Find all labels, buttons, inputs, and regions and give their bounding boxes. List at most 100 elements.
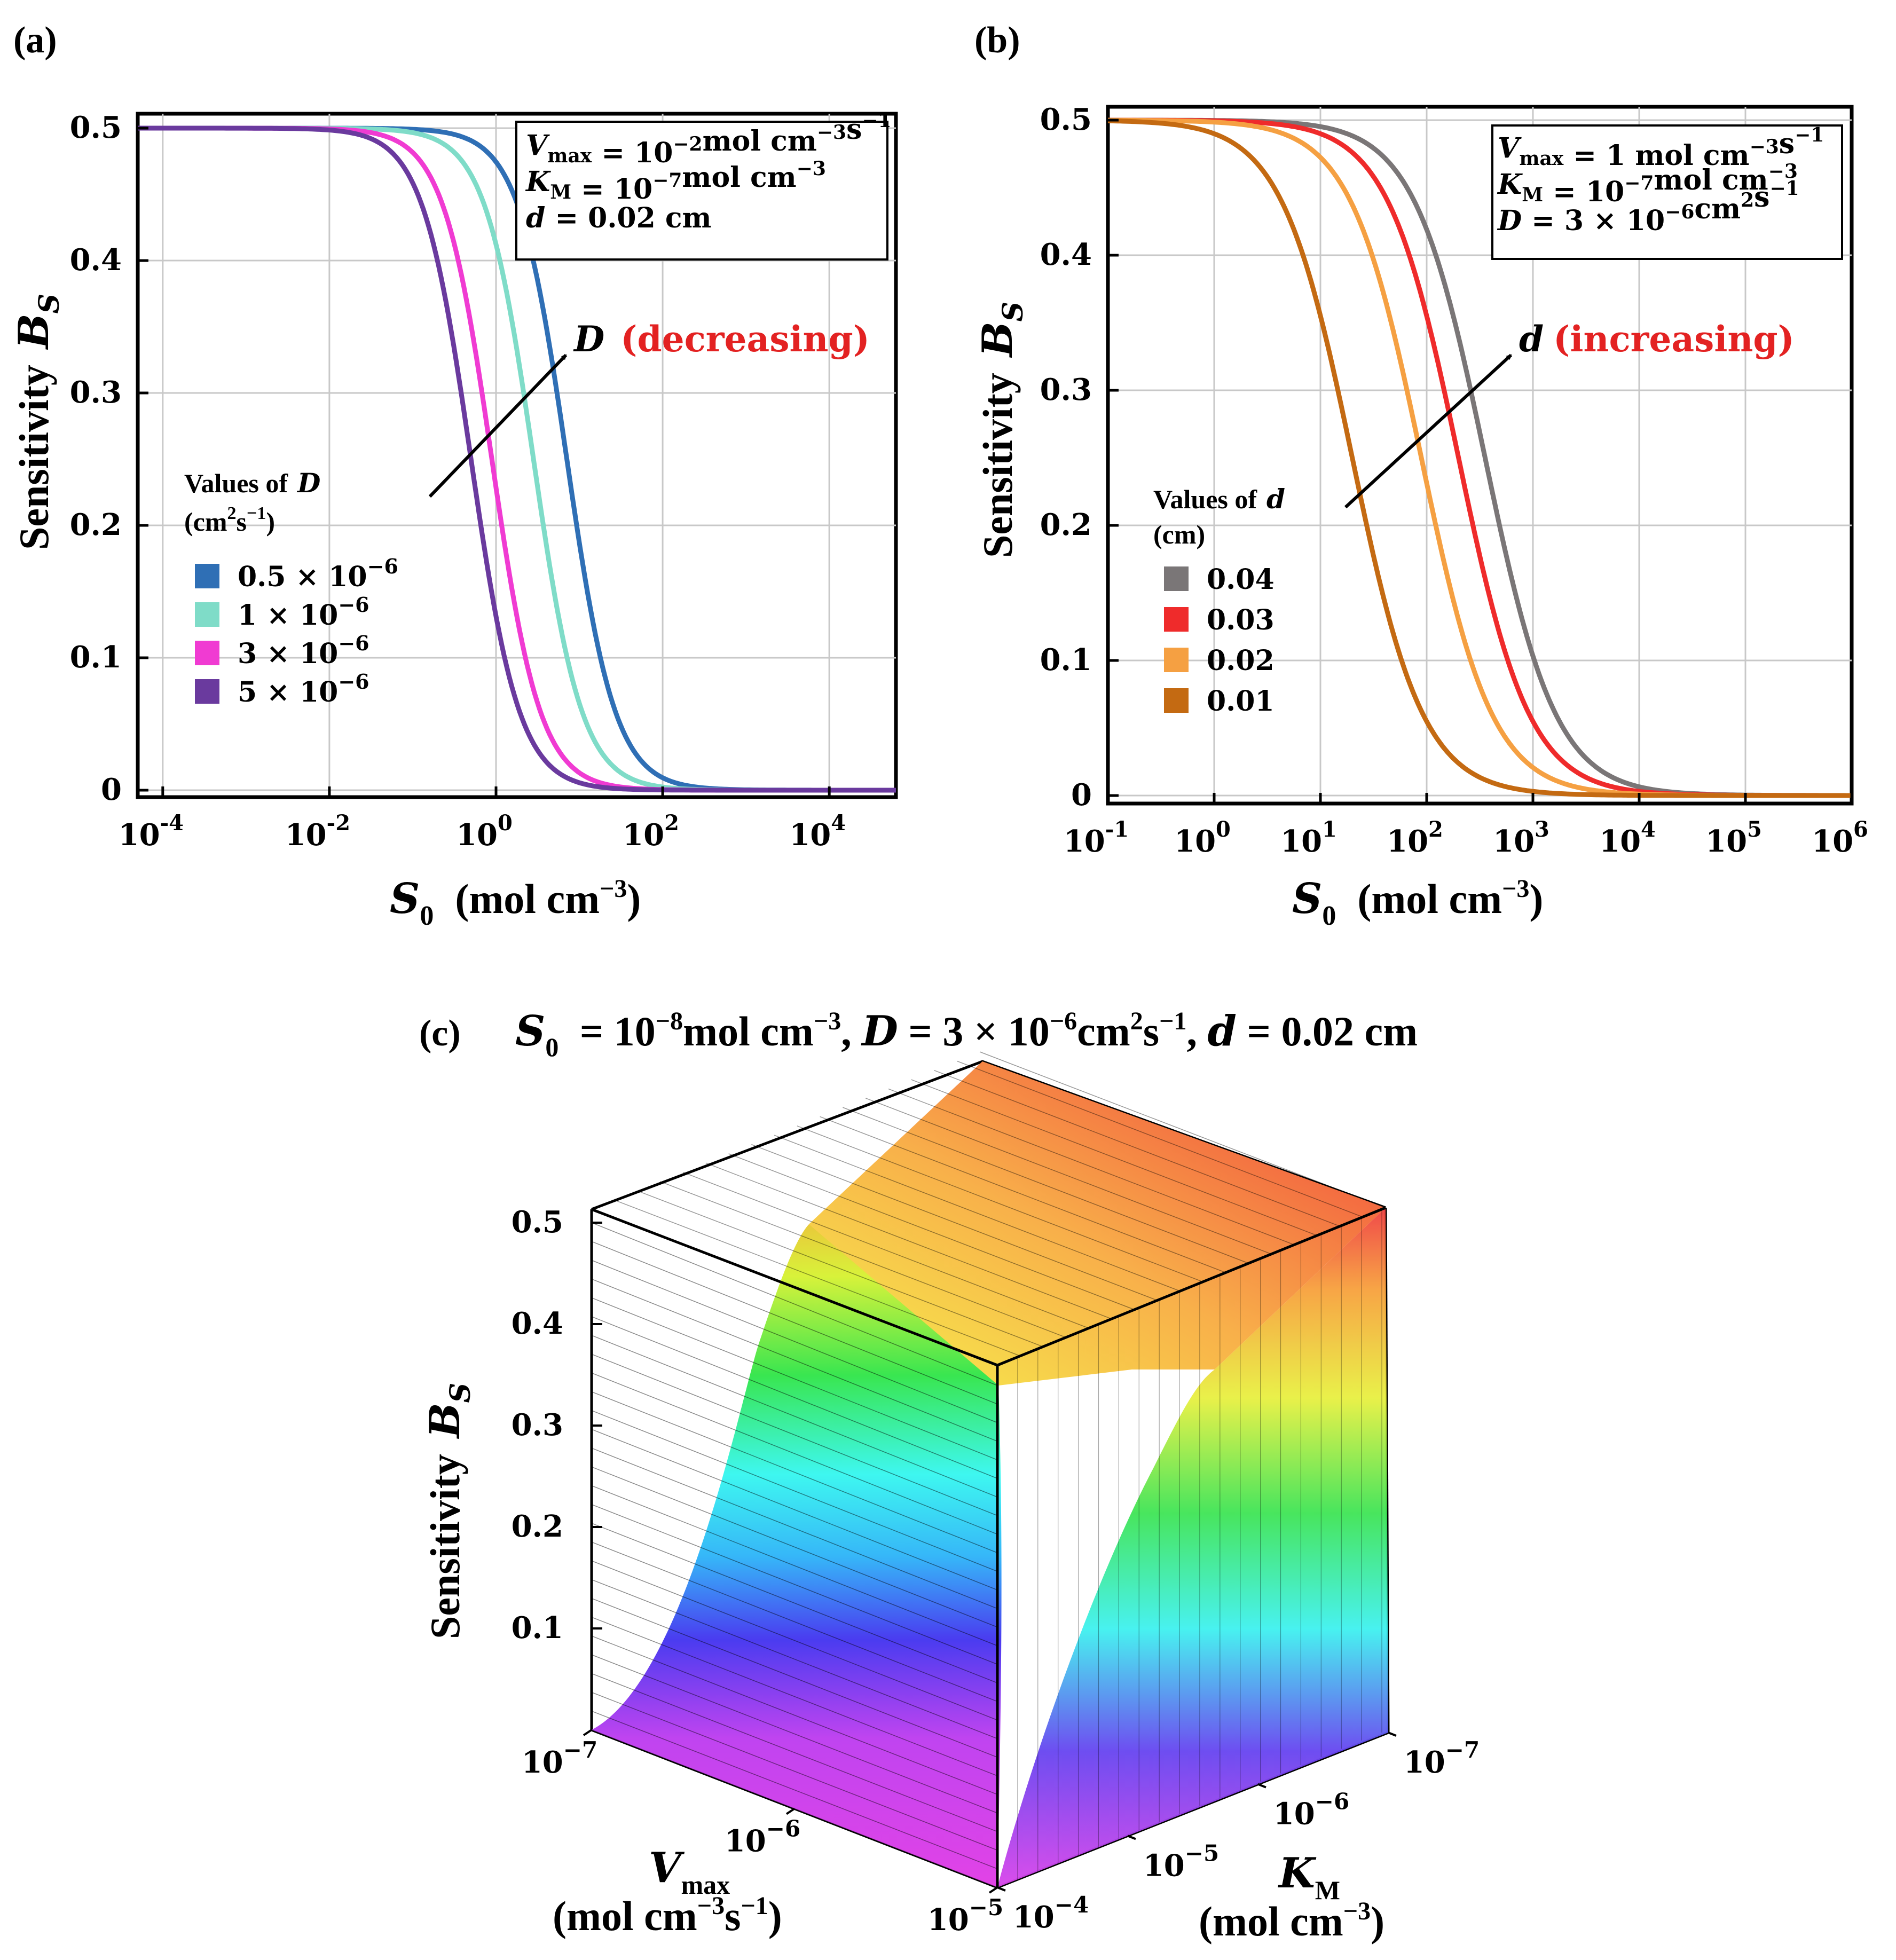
panel-b: (b) 0 0.1 0.2 0.3 0.4 0.5 10-1 100 101 102 103 104… bbox=[973, 20, 1868, 931]
z-tick-label: 0.2 bbox=[512, 1509, 563, 1544]
y-tick-label: 0.5 bbox=[70, 110, 122, 145]
panel-b-x-title-exp: −3 bbox=[1502, 875, 1529, 903]
panel-c-title-d-eq: = 3 × 10 bbox=[898, 1008, 1050, 1054]
panel-c-title-d-sym: D bbox=[861, 1007, 898, 1056]
mesh-line bbox=[591, 1485, 998, 1647]
panel-a-legend-title-symbol: D bbox=[296, 467, 320, 499]
panel-a-info-box bbox=[515, 121, 888, 261]
panel-b-label: (b) bbox=[974, 20, 1020, 61]
legend-swatch-1 bbox=[1164, 607, 1189, 632]
y-tick-label: 0.1 bbox=[70, 640, 122, 675]
panel-a-plot-frame bbox=[136, 112, 898, 799]
panel-c-km-unit-text: (mol cm bbox=[1199, 1898, 1343, 1945]
panel-b-x-title-close: ) bbox=[1529, 876, 1543, 922]
panel-a-legend-unit-sup2: −1 bbox=[247, 503, 266, 523]
info-line: d = 0.02 cm bbox=[526, 202, 712, 234]
panel-b-info-box bbox=[1491, 124, 1843, 260]
mesh-line bbox=[888, 1088, 1295, 1246]
panel-c-title-d-unit: cm bbox=[1077, 1008, 1130, 1054]
series-line-3 bbox=[138, 125, 896, 793]
x-tick-label: 105 bbox=[1705, 817, 1762, 859]
km-tick-label: 10−4 bbox=[1013, 1892, 1089, 1935]
mesh-line bbox=[591, 1711, 998, 1869]
x-tick-label: 102 bbox=[623, 810, 679, 853]
mesh-line bbox=[591, 1691, 998, 1851]
panel-a-y-ticks: 0 0.1 0.2 0.3 0.4 0.5 bbox=[70, 110, 148, 807]
mesh-line bbox=[728, 1153, 1135, 1310]
y-tick-label: 0.2 bbox=[70, 507, 122, 542]
panel-b-grid bbox=[1108, 107, 1852, 804]
panel-c-vmax-unit-sup: −3 bbox=[697, 1892, 725, 1920]
panel-c-title-s-unit: mol cm bbox=[683, 1008, 814, 1054]
info-line: KM = 10−7mol cm−3 bbox=[1497, 160, 1798, 208]
km-tick-mark bbox=[997, 1886, 1006, 1892]
info-line: Vmax = 1 mol cm−3s−1 bbox=[1498, 124, 1824, 172]
km-tick-label: 10−6 bbox=[1273, 1789, 1349, 1832]
panel-b-y-title-text: Sensitivity bbox=[974, 373, 1021, 558]
mesh-line bbox=[591, 1353, 998, 1516]
mesh-line bbox=[705, 1162, 1112, 1319]
x-tick-label: 10-4 bbox=[119, 810, 184, 853]
km-tick-mark bbox=[1388, 1731, 1397, 1737]
km-tick-mark bbox=[1257, 1783, 1266, 1789]
panel-c-vmax-sub: max bbox=[681, 1870, 730, 1900]
legend-swatch-2 bbox=[1164, 648, 1189, 672]
mesh-line bbox=[865, 1098, 1272, 1255]
panel-a: (a) 0 0.1 0.2 0.3 0.4 0.5 10-4 10-2 100 102 104 V… bbox=[10, 20, 898, 931]
panel-c-km-close: ) bbox=[1371, 1898, 1384, 1945]
legend-label-1: 1 × 10−6 bbox=[238, 593, 369, 632]
panel-c-surface-right bbox=[997, 1208, 1388, 1887]
mesh-line bbox=[591, 1654, 998, 1814]
mesh-line bbox=[591, 1222, 998, 1386]
panel-b-y-title-symbol: B bbox=[973, 321, 1022, 358]
vmax-tick-label: 10−6 bbox=[725, 1816, 800, 1859]
mesh-line bbox=[591, 1410, 998, 1572]
panel-c-z-title: Sensitivity BS bbox=[421, 1383, 477, 1639]
panel-c-title-d-unit2-sup: −1 bbox=[1159, 1007, 1186, 1035]
panel-c-title-d-unit-sup: 2 bbox=[1130, 1007, 1143, 1035]
x-tick-label: 10-1 bbox=[1064, 817, 1129, 859]
panel-a-trend-arrow bbox=[428, 353, 568, 498]
mesh-line bbox=[591, 1391, 998, 1554]
mesh-line bbox=[774, 1135, 1181, 1292]
panel-b-x-ticks: 10-1 100 101 102 103 104 105 106 bbox=[1064, 793, 1868, 859]
legend-label-3: 0.01 bbox=[1207, 685, 1275, 718]
x-tick-label: 104 bbox=[789, 810, 846, 853]
x-tick-label: 106 bbox=[1812, 817, 1868, 859]
panel-a-legend-unit-pre: (cm bbox=[184, 507, 227, 537]
vmax-tick-mark bbox=[988, 1886, 998, 1894]
panel-a-x-title-exp: −3 bbox=[600, 875, 627, 903]
panel-b-trend-arrow bbox=[1344, 353, 1513, 509]
y-tick-label: 0 bbox=[101, 772, 122, 807]
vmax-tick-label: 10−5 bbox=[927, 1894, 1003, 1938]
panel-b-x-title-symbol: S bbox=[1292, 875, 1322, 923]
mesh-line bbox=[591, 1560, 998, 1721]
y-tick-label: 0.3 bbox=[1040, 372, 1092, 407]
legend-swatch-0 bbox=[195, 564, 219, 588]
panel-a-x-title-sub: 0 bbox=[420, 901, 434, 931]
mesh-line bbox=[591, 1372, 998, 1535]
panel-a-x-title-close: ) bbox=[627, 876, 641, 922]
legend-label-0: 0.5 × 10−6 bbox=[238, 554, 398, 593]
km-tick-label: 10−5 bbox=[1143, 1840, 1219, 1883]
panel-b-legend-unit: (cm) bbox=[1153, 519, 1205, 549]
mesh-line bbox=[637, 1190, 1043, 1347]
panel-b-annotation-text: (increasing) bbox=[1553, 318, 1795, 360]
panel-a-y-title-text: Sensitivity bbox=[11, 365, 57, 550]
y-tick-label: 0.1 bbox=[1040, 642, 1092, 678]
panel-b-legend-title-text: Values of bbox=[1153, 484, 1257, 514]
panel-b-y-ticks: 0 0.1 0.2 0.3 0.4 0.5 bbox=[1040, 102, 1119, 813]
vmax-tick-mark bbox=[785, 1807, 796, 1815]
x-tick-label: 103 bbox=[1493, 817, 1549, 859]
panel-b-legend: Values of d (cm) 0.04 0.03 0.02 0.01 bbox=[1153, 483, 1285, 718]
x-tick-label: 100 bbox=[1174, 817, 1231, 859]
legend-label-1: 0.03 bbox=[1207, 604, 1275, 636]
y-tick-label: 0.5 bbox=[1040, 102, 1092, 137]
panel-c-km-sym: K bbox=[1278, 1849, 1317, 1898]
panel-b-info-text: Vmax = 1 mol cm−3s−1KM = 10−7mol cm−3D =… bbox=[1497, 124, 1824, 237]
panel-b-y-title: Sensitivity BS bbox=[973, 302, 1029, 558]
panel-b-legend-title: Values of d bbox=[1153, 483, 1285, 515]
panel-c-vmax-close: ) bbox=[768, 1893, 782, 1939]
z-tick-label: 0.1 bbox=[512, 1610, 563, 1646]
panel-c-top-front-edges bbox=[591, 1206, 1386, 1367]
